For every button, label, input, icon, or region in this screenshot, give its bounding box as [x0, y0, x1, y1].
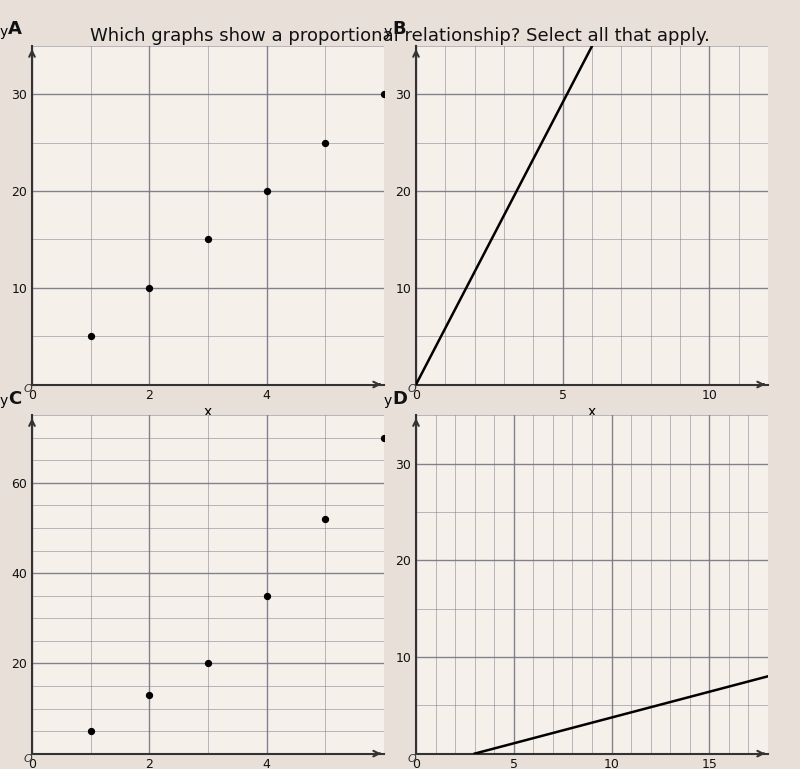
X-axis label: x: x: [588, 405, 596, 419]
Point: [202, 657, 214, 670]
Point: [143, 689, 156, 701]
Point: [260, 590, 273, 602]
Point: [84, 725, 97, 737]
Point: [378, 431, 390, 444]
Y-axis label: y: y: [0, 25, 8, 39]
Text: B: B: [392, 21, 406, 38]
Text: O: O: [407, 384, 416, 394]
Text: Which graphs show a proportional relationship? Select all that apply.: Which graphs show a proportional relatio…: [90, 27, 710, 45]
Text: D: D: [392, 390, 407, 408]
Point: [319, 137, 332, 149]
Y-axis label: y: y: [0, 394, 8, 408]
Y-axis label: y: y: [384, 394, 392, 408]
X-axis label: x: x: [204, 405, 212, 419]
Point: [143, 281, 156, 294]
Text: O: O: [23, 754, 32, 764]
Point: [260, 185, 273, 198]
Point: [84, 330, 97, 342]
Point: [319, 513, 332, 525]
Point: [378, 88, 390, 101]
Text: C: C: [8, 390, 22, 408]
Text: A: A: [8, 21, 22, 38]
Text: O: O: [407, 754, 416, 764]
Point: [202, 233, 214, 245]
Text: O: O: [23, 384, 32, 394]
Y-axis label: y: y: [384, 25, 392, 39]
